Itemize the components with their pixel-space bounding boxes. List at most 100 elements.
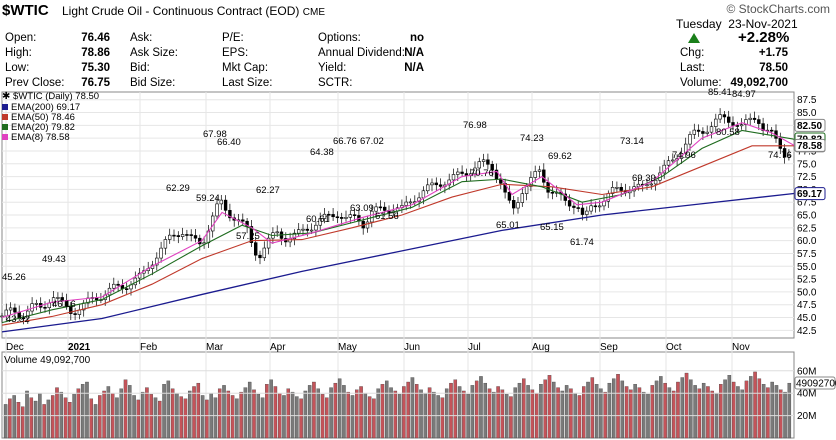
candle-body: [778, 138, 783, 149]
candle-body: [112, 283, 116, 289]
quote-l2-3: Bid Size:: [130, 77, 176, 89]
volume-bar: [170, 388, 175, 439]
volume-bar: [624, 386, 629, 439]
price-tick-label: 85.0: [797, 108, 817, 119]
price-annotation: 66.76: [333, 136, 357, 147]
volume-bar: [761, 384, 766, 439]
volume-bar: [123, 379, 128, 439]
quote-v1-2: 75.30: [81, 62, 110, 74]
volume-bar: [406, 381, 410, 439]
volume-bar: [385, 380, 389, 439]
candle-body: [335, 216, 340, 219]
volume-bar: [586, 381, 590, 439]
volume-bar: [539, 384, 543, 439]
volume-bar: [496, 386, 500, 439]
candles: [0, 108, 791, 325]
volume-bar: [55, 387, 59, 439]
volume-bar: [102, 390, 106, 439]
candle-body: [735, 125, 740, 127]
candle-body: [739, 124, 744, 127]
volume-bar: [359, 386, 363, 439]
volume-bar: [414, 384, 419, 439]
summary-label-0: Chg:: [680, 47, 705, 59]
volume-bar: [286, 388, 291, 439]
candle-body: [249, 226, 254, 243]
candle-body: [314, 224, 318, 231]
volume-bar: [689, 379, 693, 439]
candle-body: [155, 257, 159, 266]
volume-bar: [153, 397, 158, 439]
candle-body: [365, 221, 370, 229]
volume-bar: [569, 388, 573, 439]
summary-label-2: Volume:: [680, 77, 722, 89]
volume-bar: [72, 394, 76, 439]
volume-bar: [376, 388, 380, 439]
candle-body: [193, 235, 198, 239]
price-annotation: 46.16: [52, 299, 76, 310]
ema-line-ema50: [1, 145, 794, 326]
candle-body: [56, 297, 60, 299]
volume-bar: [719, 384, 723, 439]
volume-bar: [543, 379, 547, 439]
candle-body: [241, 219, 245, 222]
volume-bar: [470, 385, 475, 439]
price-annotation: 73.14: [620, 136, 644, 147]
symbol[interactable]: $WTIC: [2, 2, 49, 19]
volume-bar: [779, 389, 783, 439]
volume-bar: [179, 396, 183, 439]
candle-body: [692, 129, 697, 135]
volume-bar: [282, 395, 286, 439]
volume-tick-label: 60M: [797, 366, 816, 377]
quote-l4-2: Yield:: [318, 62, 347, 74]
candle-body: [404, 201, 408, 206]
volume-tick-label: 20M: [797, 411, 816, 422]
candle-body: [43, 307, 47, 309]
quote-v4-0: no: [409, 32, 424, 44]
legend-label: EMA(200) 69.17: [11, 102, 81, 113]
month-label: Jun: [404, 342, 420, 353]
volume-bar: [564, 385, 569, 439]
month-label: Feb: [140, 342, 158, 353]
quote-v4-2: N/A: [404, 62, 424, 74]
quote-l2-2: Bid:: [130, 62, 150, 74]
price-annotation: 63.09: [350, 203, 374, 214]
volume-bar: [380, 384, 385, 439]
volume-bar: [436, 395, 440, 439]
volume-bar: [684, 372, 689, 439]
volume-bar: [766, 387, 770, 439]
candle-body: [550, 191, 555, 194]
volume-bar: [350, 395, 355, 439]
volume-bar: [603, 391, 607, 439]
candle-body: [507, 191, 512, 201]
candle-body: [327, 213, 331, 216]
volume-bar: [504, 394, 509, 439]
volume-bar: [200, 395, 205, 439]
price-annotation: 65.15: [540, 222, 564, 233]
stockcharts-logo[interactable]: © StockCharts.com: [726, 2, 830, 16]
volume-bar: [526, 385, 530, 439]
volume-bar: [393, 390, 398, 439]
candle-body: [464, 173, 469, 176]
volume-bar: [16, 402, 21, 439]
volume-bar: [76, 388, 81, 439]
price-tick-label: 65.0: [797, 211, 817, 222]
candle-body: [309, 229, 314, 232]
price-tag-box: [794, 187, 826, 201]
price-annotation: 69.62: [548, 151, 572, 162]
volume-bar: [192, 386, 196, 439]
month-label: Nov: [732, 342, 750, 353]
volume-bar: [663, 382, 667, 439]
price-tick-label: 67.5: [797, 198, 817, 209]
volume-bar: [149, 394, 153, 439]
volume-bar: [509, 396, 513, 439]
up-arrow-icon: [688, 33, 700, 43]
volume-bar: [616, 374, 620, 439]
candle-body: [8, 307, 13, 311]
volume-bar: [80, 384, 85, 439]
price-annotation: 61.74: [570, 237, 594, 248]
volume-bar: [444, 388, 449, 439]
volume-bar: [740, 389, 744, 439]
candle-body: [374, 206, 378, 212]
price-annotation: 49.43: [42, 254, 66, 265]
